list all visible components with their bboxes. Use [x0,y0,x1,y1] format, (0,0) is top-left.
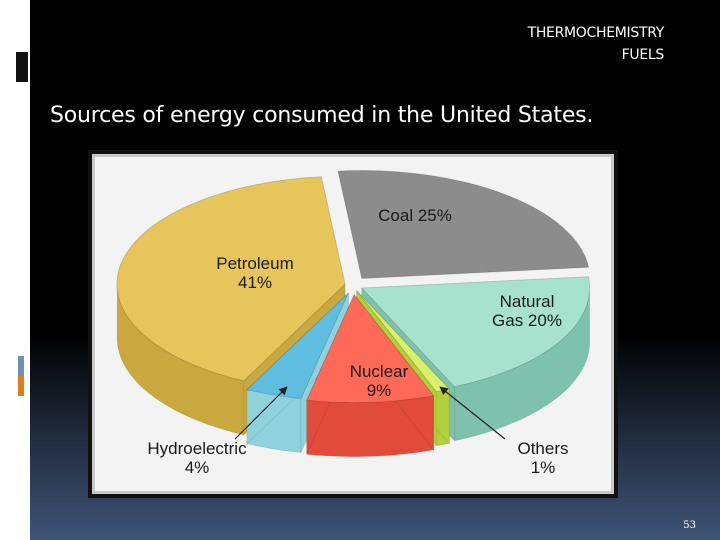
pie-labels: Coal 25% Natural Gas 20% Petroleum 41% Nuclea… [147,206,568,477]
page-number: 53 [683,520,696,531]
label-natural-gas: Natural Gas 20% [492,292,562,330]
pie-chart: Coal 25% Natural Gas 20% Petroleum 41% Nuclea… [116,170,591,477]
pie-slices [116,170,591,403]
left-accent-bar [16,52,28,82]
pie-slice-coal [337,170,590,279]
pie-slice-nuclear [306,293,435,403]
arrow-hydroelectric [234,386,288,440]
header-topic: THERMOCHEMISTRY [527,25,665,41]
label-coal: Coal 25% [378,206,452,225]
arrow-others [439,386,506,440]
header-title: THERMOCHEMISTRY FUELS [527,22,665,66]
header-subtopic: FUELS [621,47,665,63]
pie-slice-natural-gas [360,276,591,388]
pie-slice-petroleum [116,176,346,382]
label-hydroelectric: Hydroelectric 4% [147,439,247,477]
left-accent-bar-blue [18,356,24,376]
label-others: Others 1% [517,439,568,477]
label-nuclear: Nuclear 9% [350,362,409,400]
pie-callout-arrows [234,386,506,440]
slide-title: Sources of energy consumed in the United… [50,103,594,128]
pie-slice-hydroelectric [246,292,349,400]
left-accent-bar-orange [18,376,24,396]
slide-background: THERMOCHEMISTRY FUELS Sources of energy … [16,0,720,540]
pie-side-nuclear [306,395,434,457]
chart-frame: Coal 25% Natural Gas 20% Petroleum 41% Nuclea… [92,154,614,494]
label-petroleum: Petroleum 41% [216,254,293,292]
